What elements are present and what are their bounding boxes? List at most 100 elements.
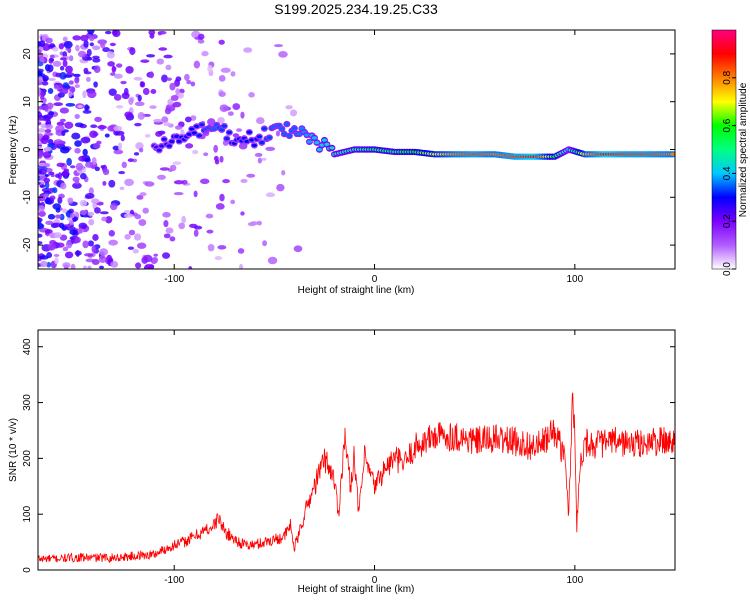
heatmap-speck (59, 222, 65, 229)
snr-x-tick-label: 0 (372, 575, 378, 586)
heatmap-speck (172, 161, 182, 166)
heatmap-speck (82, 265, 88, 269)
heatmap-speck (144, 133, 151, 138)
heatmap-x-tick-label: 0 (372, 274, 378, 285)
heatmap-y-label: Frequency (Hz) (8, 116, 19, 185)
heatmap-speck (148, 264, 155, 269)
heatmap-x-tick-label: -100 (164, 274, 184, 285)
heatmap-speck (67, 216, 73, 221)
heatmap-speck (163, 233, 171, 239)
heatmap-marks (38, 30, 675, 269)
heatmap-speck (38, 40, 46, 48)
heatmap-speck (59, 65, 65, 71)
heatmap-speck (115, 63, 123, 68)
heatmap-ridge-cell (169, 139, 175, 144)
heatmap-speck (162, 211, 171, 218)
heatmap-speck (74, 76, 80, 84)
heatmap-speck (227, 111, 234, 116)
heatmap-speck (53, 139, 64, 145)
heatmap-speck (289, 109, 298, 117)
heatmap-speck (173, 180, 184, 185)
heatmap-speck (230, 71, 236, 77)
heatmap-speck (82, 240, 89, 249)
heatmap-speck (80, 34, 89, 42)
heatmap-y-tick-label: 10 (22, 96, 33, 108)
heatmap-speck (78, 50, 87, 58)
snr-y-tick-label: 0 (22, 567, 33, 573)
heatmap-speck (165, 64, 172, 71)
heatmap-speck (60, 146, 70, 154)
heatmap-speck (62, 246, 69, 252)
heatmap-speck (117, 142, 122, 151)
heatmap-speck (119, 186, 125, 191)
heatmap-speck (69, 229, 78, 235)
heatmap-speck (146, 54, 156, 58)
heatmap-speck (38, 117, 45, 121)
heatmap-speck (88, 35, 95, 42)
heatmap-speck (52, 46, 59, 52)
heatmap-speck (72, 176, 80, 183)
heatmap-speck (118, 171, 126, 175)
heatmap-ridge-cell (194, 124, 200, 128)
heatmap-speck (207, 118, 216, 126)
heatmap-speck (47, 139, 54, 144)
heatmap-speck (175, 88, 180, 96)
heatmap-speck (120, 80, 127, 85)
heatmap-speck (53, 253, 60, 257)
heatmap-speck (157, 174, 166, 180)
heatmap-speck (156, 58, 165, 65)
heatmap-speck (148, 30, 156, 36)
heatmap-speck (193, 225, 203, 230)
heatmap-speck (219, 155, 224, 163)
heatmap-speck (218, 39, 225, 45)
heatmap-speck (99, 248, 109, 256)
heatmap-speck (134, 233, 142, 241)
heatmap-speck (53, 222, 61, 228)
heatmap-speck (127, 158, 134, 163)
heatmap-speck (66, 157, 72, 166)
heatmap-speck (53, 102, 64, 107)
heatmap-speck (59, 107, 69, 114)
heatmap-speck (45, 119, 52, 126)
heatmap-speck (133, 76, 143, 81)
heatmap-speck (115, 105, 124, 109)
heatmap-speck (201, 50, 209, 57)
heatmap-speck (59, 234, 68, 241)
heatmap-ridge-cell (256, 135, 262, 139)
heatmap-ridge-cell (311, 136, 318, 140)
heatmap-speck (232, 103, 241, 110)
heatmap-speck (74, 84, 80, 89)
heatmap-speck (99, 211, 109, 215)
heatmap-speck (44, 229, 53, 234)
heatmap-speck (89, 42, 95, 47)
heatmap-speck (144, 181, 155, 187)
heatmap-speck (38, 241, 43, 245)
heatmap-speck (165, 227, 174, 234)
heatmap-speck (41, 81, 49, 86)
heatmap-y-tick-label: 0 (22, 146, 33, 152)
heatmap-ridge-cell (259, 141, 265, 145)
heatmap-ridge-cell (191, 131, 197, 135)
heatmap-speck (193, 60, 201, 69)
heatmap-speck (38, 121, 42, 126)
heatmap-ridge-cell (176, 139, 182, 143)
heatmap-speck (55, 173, 60, 178)
heatmap-speck (124, 178, 134, 187)
heatmap-speck (207, 244, 215, 252)
colorbar (711, 29, 737, 270)
heatmap-speck (217, 117, 225, 124)
snr-y-label: SNR (10 * v/v) (8, 418, 19, 482)
heatmap-speck (41, 75, 49, 82)
heatmap-speck (38, 128, 46, 133)
heatmap-speck (133, 152, 140, 156)
heatmap-ridge-cell (244, 139, 250, 144)
heatmap-speck (53, 232, 62, 239)
heatmap-speck (92, 45, 101, 51)
heatmap-speck (44, 129, 52, 133)
heatmap-speck (106, 51, 115, 59)
heatmap-speck (93, 65, 101, 74)
heatmap-speck (98, 255, 107, 263)
colorbar-tick-label: 0.0 (722, 262, 733, 276)
heatmap-speck (88, 218, 95, 226)
